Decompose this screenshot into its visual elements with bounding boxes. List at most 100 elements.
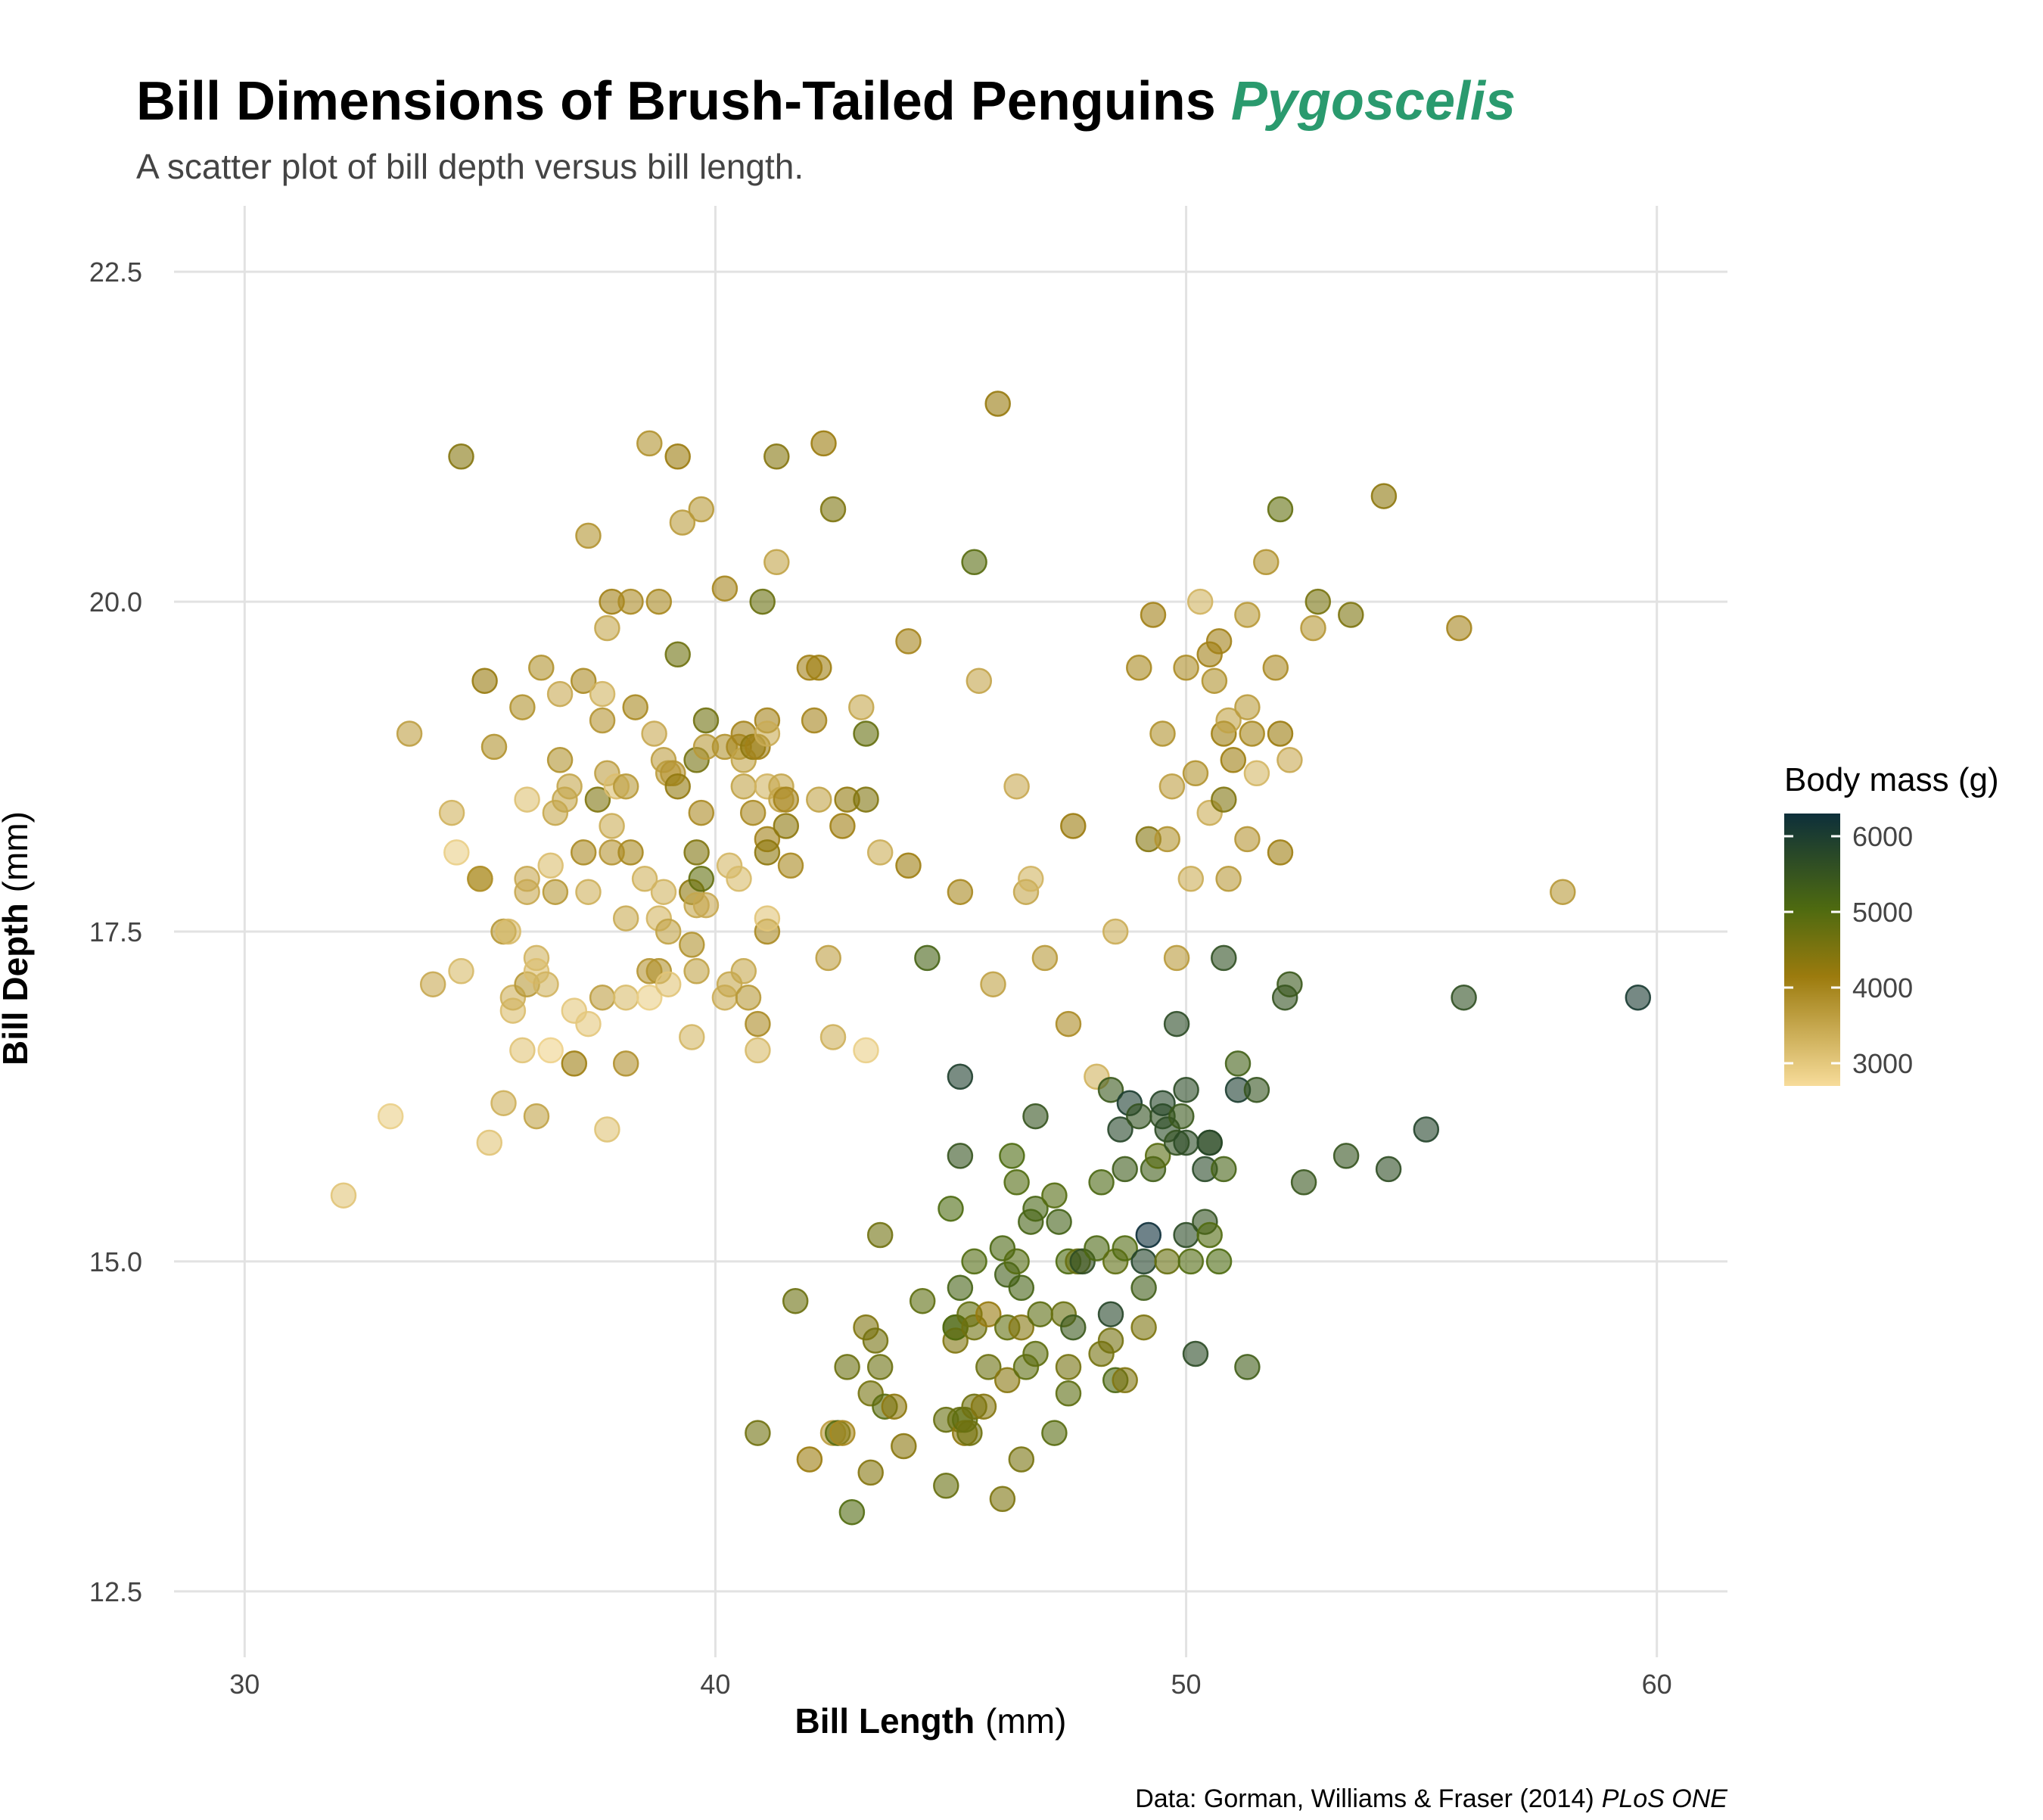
data-point (726, 866, 752, 892)
data-point (1253, 549, 1280, 576)
data-point (448, 443, 474, 470)
data-point (1027, 1301, 1053, 1327)
data-point (745, 1420, 771, 1446)
data-point (966, 667, 993, 694)
data-point (688, 866, 715, 892)
data-point (1267, 720, 1294, 747)
data-point (490, 1090, 517, 1116)
grid-lines (174, 206, 1727, 1657)
data-point (730, 958, 757, 985)
data-point (1112, 1235, 1138, 1262)
data-point (612, 984, 639, 1011)
data-point (1060, 1314, 1087, 1341)
data-point (1149, 720, 1176, 747)
x-tick-label: 40 (700, 1669, 730, 1700)
data-point (1370, 483, 1398, 509)
data-point (1413, 1116, 1440, 1143)
x-tick-label: 50 (1171, 1669, 1202, 1700)
data-point (467, 866, 493, 892)
data-point (773, 813, 800, 839)
data-point (655, 971, 682, 997)
data-point (1022, 1340, 1049, 1367)
data-point (975, 1301, 1002, 1327)
data-point (1276, 747, 1303, 773)
color-legend: Body mass (g) 6000 5000 4000 3000 (1784, 761, 1999, 1086)
data-point (528, 655, 555, 681)
data-point (575, 879, 602, 905)
data-points (330, 390, 1652, 1526)
data-point (749, 588, 776, 615)
data-point (631, 866, 658, 892)
data-point (947, 1274, 974, 1302)
data-point (947, 1063, 974, 1090)
data-point (909, 1287, 936, 1314)
data-point (570, 839, 597, 866)
data-point (655, 918, 682, 945)
data-point (1112, 1156, 1138, 1183)
data-point (1177, 866, 1205, 892)
data-point (1055, 1380, 1082, 1407)
data-point (1182, 760, 1209, 787)
data-point (730, 773, 757, 800)
data-point (533, 971, 559, 997)
legend-tick-label: 4000 (1852, 972, 1913, 1003)
data-point (961, 549, 987, 576)
data-point (782, 1287, 809, 1314)
legend-tick-label: 6000 (1852, 821, 1913, 852)
data-point (664, 773, 691, 800)
data-point (594, 614, 620, 642)
data-point (735, 984, 762, 1011)
data-point (1060, 813, 1087, 839)
data-point (537, 852, 564, 879)
data-point (1163, 1010, 1190, 1038)
data-point (1088, 1169, 1115, 1196)
data-point (1332, 1143, 1360, 1169)
data-point (509, 694, 536, 720)
data-point (1022, 1195, 1049, 1222)
data-point (523, 1103, 550, 1130)
y-tick-label: 22.5 (89, 257, 142, 288)
data-point (692, 891, 720, 919)
chart-title: Bill Dimensions of Brush-Tailed Penguins… (136, 71, 1516, 132)
data-point (546, 680, 574, 708)
legend-ticks: 6000 5000 4000 3000 (1784, 821, 1913, 1079)
data-point (866, 839, 894, 866)
data-point (838, 1498, 866, 1526)
data-point (806, 655, 832, 681)
data-point (650, 879, 677, 905)
data-point (947, 879, 974, 905)
data-point (570, 667, 597, 694)
data-point (419, 971, 446, 997)
legend-title: Body mass (g) (1784, 761, 1999, 798)
data-point (1173, 1129, 1199, 1156)
data-point (1158, 773, 1186, 800)
data-point (617, 588, 644, 615)
data-point (866, 1221, 894, 1249)
data-point (514, 786, 540, 813)
data-point (1215, 866, 1242, 892)
data-point (999, 1143, 1025, 1169)
y-axis-ticks: 12.5 15.0 17.5 20.0 22.5 (89, 257, 142, 1607)
data-point (956, 1420, 983, 1446)
data-point (396, 720, 423, 747)
data-point (612, 773, 639, 800)
data-point (1211, 1156, 1237, 1183)
data-point (848, 694, 875, 720)
x-tick-label: 60 (1642, 1669, 1672, 1700)
data-point (612, 905, 639, 932)
y-tick-label: 15.0 (89, 1246, 142, 1277)
data-point (970, 1393, 997, 1420)
data-point (711, 575, 739, 602)
data-point (834, 1354, 860, 1380)
data-point (584, 786, 611, 813)
data-point (857, 1459, 884, 1486)
data-point (806, 786, 832, 813)
data-point (1003, 773, 1030, 800)
data-point (1262, 655, 1289, 681)
data-point (1211, 944, 1237, 972)
data-point (1140, 602, 1167, 628)
data-point (509, 1037, 536, 1064)
data-point (777, 852, 804, 879)
data-point (480, 733, 508, 761)
